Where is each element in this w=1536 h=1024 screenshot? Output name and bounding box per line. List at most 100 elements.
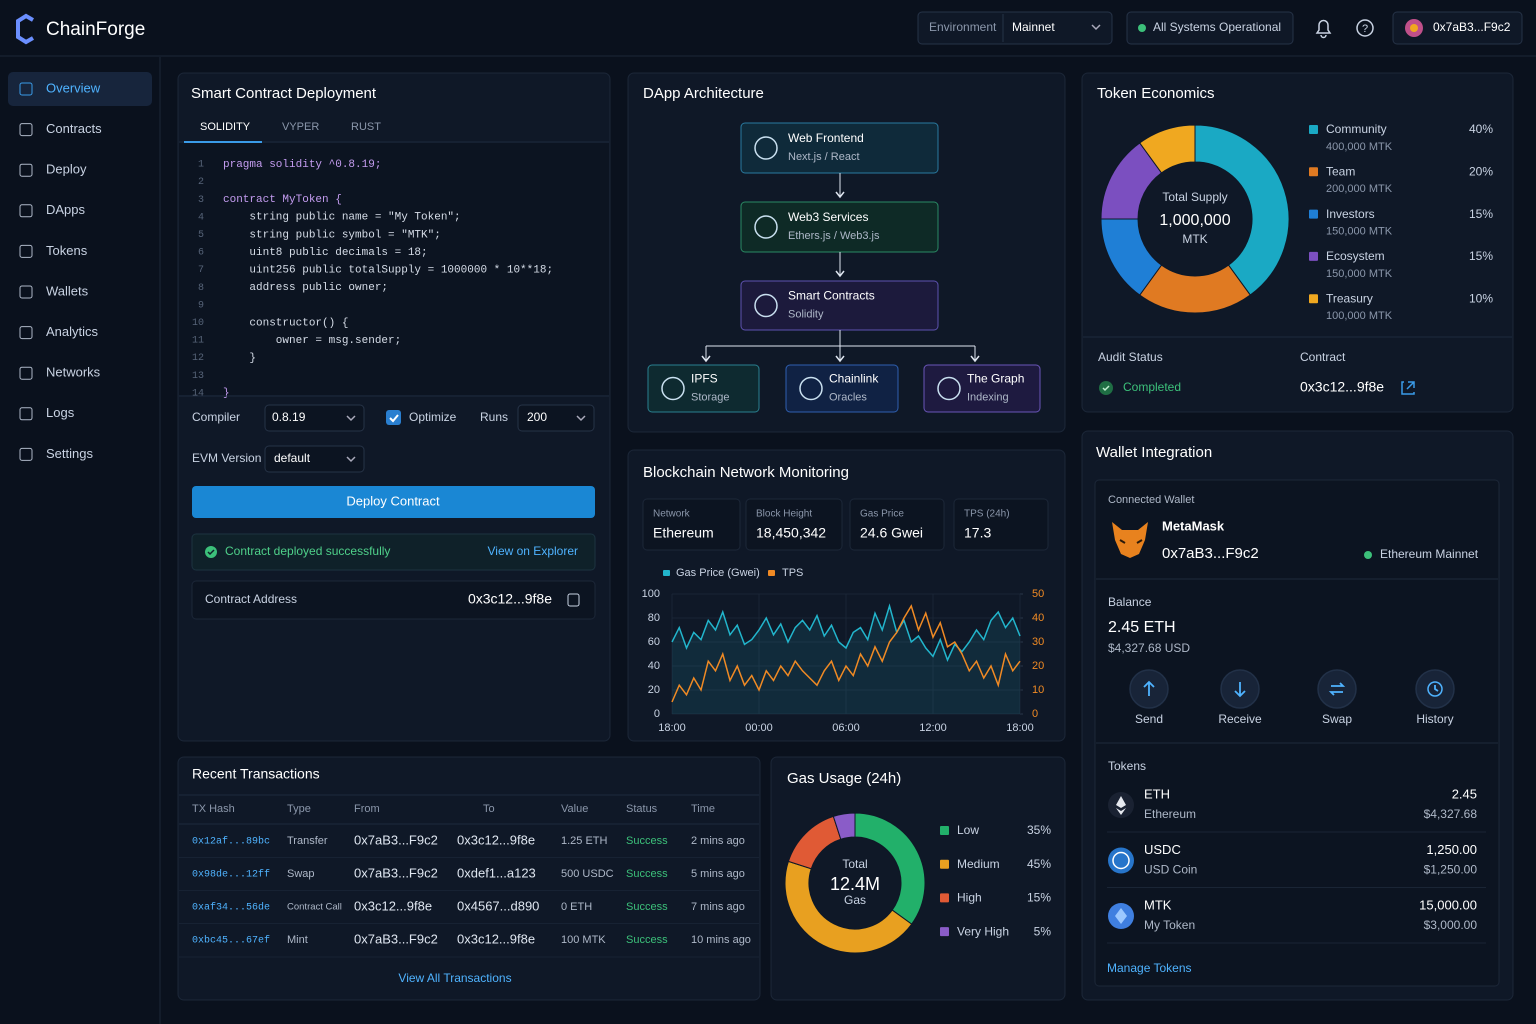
legend-label: Investors [1326,207,1375,221]
label: 0.8.19 [272,410,306,424]
chart-title: Blockchain Network Monitoring [643,464,849,481]
x-tick-label: 18:00 [658,722,686,734]
icon [1427,681,1443,697]
nav-item[interactable]: Tokens [46,243,88,258]
cell: 0x3c12...9f8e [457,832,535,847]
node-subtitle: Storage [691,391,730,403]
nav-icon [19,447,33,461]
code-line: string public symbol = "MTK"; [223,229,441,241]
notifications[interactable] [1315,19,1332,39]
tx-hash[interactable]: 0xaf34...56de [192,902,270,914]
stat-card [849,498,945,551]
nav-item[interactable]: Wallets [46,283,89,298]
compiler-select[interactable] [264,404,365,432]
tab[interactable]: SOLIDITY [200,121,251,133]
nav-icon [19,204,33,218]
cell: Transfer [287,835,328,847]
legend-label: High [957,891,982,905]
center-label: MTK [1182,232,1207,246]
nav-item[interactable]: DApps [46,202,86,217]
y-tick-label: 20 [648,684,660,696]
help[interactable] [1356,19,1374,37]
label: EVM Version [192,451,261,465]
icon [1119,539,1143,544]
y-tick-label: 0 [654,708,660,720]
nav-item[interactable]: Logs [46,405,75,420]
token-usd: $3,000.00 [1424,918,1478,932]
tx-hash[interactable]: 0x98de...12ff [192,869,270,881]
area [672,606,1020,714]
code-line: uint256 public totalSupply = 1000000 * 1… [223,265,553,277]
line-number: 6 [198,248,204,259]
node-subtitle: Indexing [967,391,1009,403]
panel [177,756,761,1001]
logo [16,13,34,45]
icon [1116,796,1126,815]
nav-item[interactable]: Overview [46,80,101,95]
tab[interactable]: VYPER [282,121,319,133]
nav-item[interactable]: Deploy [46,162,87,177]
icon [1328,682,1346,696]
deploy-button[interactable] [192,486,595,518]
pie-slice [832,812,856,840]
x-tick-label: 00:00 [745,722,773,734]
y-tick-label: 60 [648,636,660,648]
panel-title: DApp Architecture [643,85,764,102]
node-icon [937,376,961,401]
system-status: All Systems Operational [1153,20,1281,34]
link[interactable]: View All Transactions [398,971,511,985]
label: Tokens [1108,759,1146,773]
legend-swatch [940,927,949,937]
tx-hash[interactable]: 0x12af...89bc [192,836,270,848]
value-label: 10% [1469,291,1493,305]
label: 0x3c12...9f8e [468,591,552,607]
link[interactable]: Manage Tokens [1107,961,1192,975]
legend-label: Very High [957,924,1009,938]
nav-icon [19,366,33,380]
icon [576,415,586,422]
cell: Mint [287,934,308,946]
x-tick-label: 18:00 [1006,722,1034,734]
nav-item[interactable]: Networks [46,365,101,380]
line-number: 5 [198,230,204,241]
node-title: Web3 Services [788,210,868,224]
account-button[interactable] [1392,11,1523,45]
evm-select[interactable] [264,445,365,473]
token-amount: 15,000.00 [1419,897,1477,912]
icon [1410,24,1418,32]
nav-icon [19,407,33,421]
arrowhead [970,355,980,363]
nav-item[interactable]: Analytics [46,324,99,339]
icon [1364,551,1372,559]
token-name: My Token [1144,918,1195,932]
chart-title: Token Economics [1097,85,1215,102]
label: MetaMask [1162,518,1225,533]
legend-amount: 100,000 MTK [1326,310,1393,322]
tab[interactable]: RUST [351,121,381,133]
icon [346,456,356,463]
tx-hash[interactable]: 0xbc45...67ef [192,935,270,947]
y-tick-label: 80 [648,612,660,624]
column-header: Time [691,803,715,815]
code-line: pragma solidity ^0.8.19; [223,159,381,171]
legend-amount: 400,000 MTK [1326,141,1393,153]
legend-swatch [1309,251,1318,261]
node-icon [661,376,685,401]
checkbox[interactable] [386,410,401,425]
legend-amount: 150,000 MTK [1326,268,1393,280]
runs-select[interactable] [517,404,595,432]
code-line: address public owner; [223,282,388,294]
label: Runs [480,410,508,424]
nav-item[interactable]: Settings [46,446,93,461]
cell: 0x7aB3...F9c2 [354,832,438,847]
nav-item[interactable]: Contracts [46,121,102,136]
stat-card [642,498,741,551]
link[interactable]: View on Explorer [488,544,579,558]
action-button[interactable] [1317,669,1357,709]
arrowhead [835,355,845,363]
environment-select[interactable] [917,11,1113,45]
copy-icon[interactable] [567,593,580,607]
line-number: 1 [198,160,204,171]
pie-slice [1139,124,1196,174]
column-header: TX Hash [192,803,235,815]
